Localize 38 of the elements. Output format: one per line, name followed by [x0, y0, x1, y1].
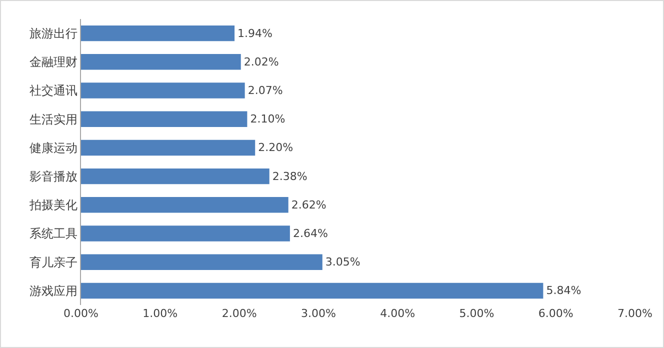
bar — [81, 168, 270, 184]
bar — [81, 111, 248, 127]
y-tick-label: 健康运动 — [30, 140, 78, 155]
data-label: 2.38% — [272, 170, 308, 183]
x-tick-label: 6.00% — [538, 307, 574, 320]
y-tick-label: 社交通讯 — [30, 84, 78, 98]
bar — [81, 82, 245, 98]
x-tick-label: 0.00% — [64, 307, 98, 320]
bar — [81, 197, 288, 213]
data-label: 2.62% — [291, 198, 326, 212]
bar — [81, 226, 290, 242]
data-label: 2.64% — [292, 227, 328, 240]
y-tick-label: 游戏应用 — [30, 284, 78, 298]
x-tick-label: 7.00% — [618, 307, 652, 320]
x-tick-label: 1.00% — [142, 307, 178, 320]
data-label: 3.05% — [325, 256, 360, 269]
x-tick-label: 3.00% — [300, 307, 336, 320]
y-tick-label: 旅游出行 — [30, 26, 78, 40]
data-label: 2.07% — [248, 84, 283, 98]
bar — [81, 25, 235, 42]
x-tick-label: 4.00% — [380, 307, 416, 320]
y-tick-label: 拍摄美化 — [28, 198, 78, 212]
data-label: 1.94% — [238, 26, 272, 40]
y-tick-label: 系统工具 — [30, 226, 78, 241]
bar — [81, 282, 544, 299]
y-tick-label: 育儿亲子 — [30, 255, 78, 270]
y-tick-label: 影音播放 — [30, 170, 78, 184]
x-tick-label: 2.00% — [222, 307, 257, 320]
data-label: 5.84% — [546, 284, 582, 298]
bar — [81, 140, 256, 156]
data-label: 2.20% — [258, 141, 294, 154]
y-tick-label: 金融理财 — [30, 55, 78, 70]
data-label: 2.02% — [244, 55, 279, 68]
x-tick-label: 5.00% — [459, 307, 494, 320]
bar — [81, 254, 322, 270]
data-label: 2.10% — [250, 112, 286, 126]
bar — [81, 54, 241, 70]
y-tick-label: 生活实用 — [30, 112, 78, 126]
